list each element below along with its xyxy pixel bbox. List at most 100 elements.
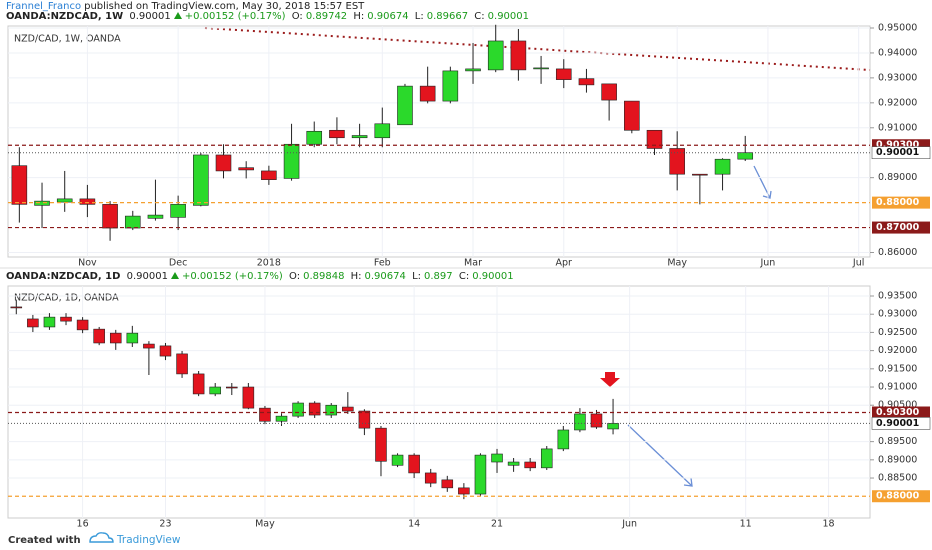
y-tick-label: 0.92000 <box>878 97 917 108</box>
candle-body <box>109 332 122 344</box>
ohlc-value: 0.89667 <box>426 11 469 22</box>
candle-body <box>540 448 553 469</box>
candle-body <box>574 413 586 431</box>
candle-body <box>102 204 118 229</box>
ohlc-label: O: <box>289 271 301 282</box>
ohlc-label: H: <box>350 271 362 282</box>
candle-body <box>159 345 172 357</box>
last-price-box <box>871 417 931 430</box>
x-tick-label: May <box>667 258 687 269</box>
candle-body <box>408 454 420 474</box>
last-price-box <box>871 146 931 160</box>
publish-header: Frannel_Franco published on TradingView.c… <box>6 1 367 12</box>
last-price: 0.90001 <box>126 271 168 282</box>
y-tick-label: 0.93000 <box>878 72 917 83</box>
footer-text: Created with <box>8 535 81 546</box>
y-tick-label: 0.88500 <box>878 473 917 484</box>
ohlc-label: L: <box>414 11 424 22</box>
candle-body <box>442 70 459 102</box>
y-tick-label: 0.90500 <box>878 400 917 411</box>
y-tick-label: 0.92500 <box>878 327 917 338</box>
symbol: OANDA:NZDCAD, 1W <box>6 11 124 22</box>
ohlc-label: O: <box>291 11 303 22</box>
price-label-box <box>872 406 930 419</box>
signal-arrow <box>600 372 620 387</box>
x-tick-label: Mar <box>464 258 482 269</box>
candle-body <box>259 407 271 422</box>
projection-arrow <box>753 165 772 199</box>
price-label-box <box>872 221 930 234</box>
x-tick-label: Apr <box>556 258 573 269</box>
publish-info: published on TradingView.com, May 30, 20… <box>84 1 365 12</box>
x-tick-label: 14 <box>408 519 420 530</box>
candle-body <box>375 427 387 462</box>
candle-body <box>215 154 232 172</box>
last-price-label: 0.90001 <box>876 418 919 429</box>
ohlc-label: C: <box>474 11 485 22</box>
price-label: 0.90300 <box>876 407 920 418</box>
ohlc-value: 0.89742 <box>305 11 348 22</box>
x-tick-label: 21 <box>491 519 503 530</box>
y-tick-label: 0.86000 <box>878 247 917 258</box>
candle-body <box>524 461 536 469</box>
y-tick-label: 0.94000 <box>878 47 917 58</box>
candle-body <box>374 123 391 139</box>
candle-body <box>124 215 141 229</box>
x-tick-label: 11 <box>740 519 752 530</box>
candle-body <box>555 68 572 80</box>
candle-body <box>325 404 338 416</box>
price-label-box <box>872 196 930 209</box>
candle-body <box>441 479 454 489</box>
y-tick-label: 0.91000 <box>878 382 917 393</box>
candle-body <box>510 40 527 71</box>
y-tick-label: 0.89500 <box>878 436 917 447</box>
candle-body <box>143 343 155 349</box>
x-tick-label: Jun <box>621 519 637 530</box>
candle-body <box>669 148 685 175</box>
candle-body <box>419 85 436 102</box>
candle-body <box>329 129 345 139</box>
y-tick-label: 0.92000 <box>878 345 917 356</box>
candle-body <box>624 100 640 131</box>
ohlc-value: 0.90001 <box>472 271 514 282</box>
change: +0.00152 (+0.17%) <box>184 11 286 22</box>
y-tick-label: 0.91000 <box>878 122 917 133</box>
x-tick-label: Dec <box>169 258 187 269</box>
candle-body <box>56 198 73 203</box>
price-label: 0.88000 <box>876 491 920 502</box>
candle-body <box>487 40 504 71</box>
candle-body <box>10 306 23 309</box>
x-tick-label: 23 <box>159 519 171 530</box>
candle-body <box>147 214 164 219</box>
candle-body <box>283 143 300 179</box>
candle-body <box>193 154 209 206</box>
candle-body <box>578 78 595 86</box>
candle-body <box>351 135 368 139</box>
candle-body <box>391 454 404 466</box>
grid <box>8 286 870 518</box>
candle-body <box>465 68 481 72</box>
candle-body <box>27 318 39 328</box>
y-tick-label: 0.95000 <box>878 22 917 33</box>
price-label: 0.90300 <box>876 140 920 151</box>
price-label: 0.88000 <box>876 197 920 208</box>
pane-frame <box>7 285 871 519</box>
price-label-box <box>872 490 930 503</box>
candle-body <box>76 319 89 331</box>
x-tick-label: Jun <box>759 258 775 269</box>
candle-body <box>397 85 413 126</box>
projection-arrow <box>627 424 693 487</box>
x-tick-label: 2018 <box>257 258 281 269</box>
candle-body <box>126 332 139 344</box>
candle-body <box>79 198 96 205</box>
ohlc-label: H: <box>353 11 365 22</box>
candle-body <box>209 386 221 395</box>
ohlc-value: 0.897 <box>424 271 453 282</box>
x-tick-label: 16 <box>77 519 89 530</box>
x-tick-label: Nov <box>78 258 97 269</box>
candle-body <box>176 353 188 375</box>
x-tick-label: Jul <box>852 258 864 269</box>
y-tick-label: 0.93500 <box>878 291 917 302</box>
y-tick-label: 0.93000 <box>878 309 917 320</box>
